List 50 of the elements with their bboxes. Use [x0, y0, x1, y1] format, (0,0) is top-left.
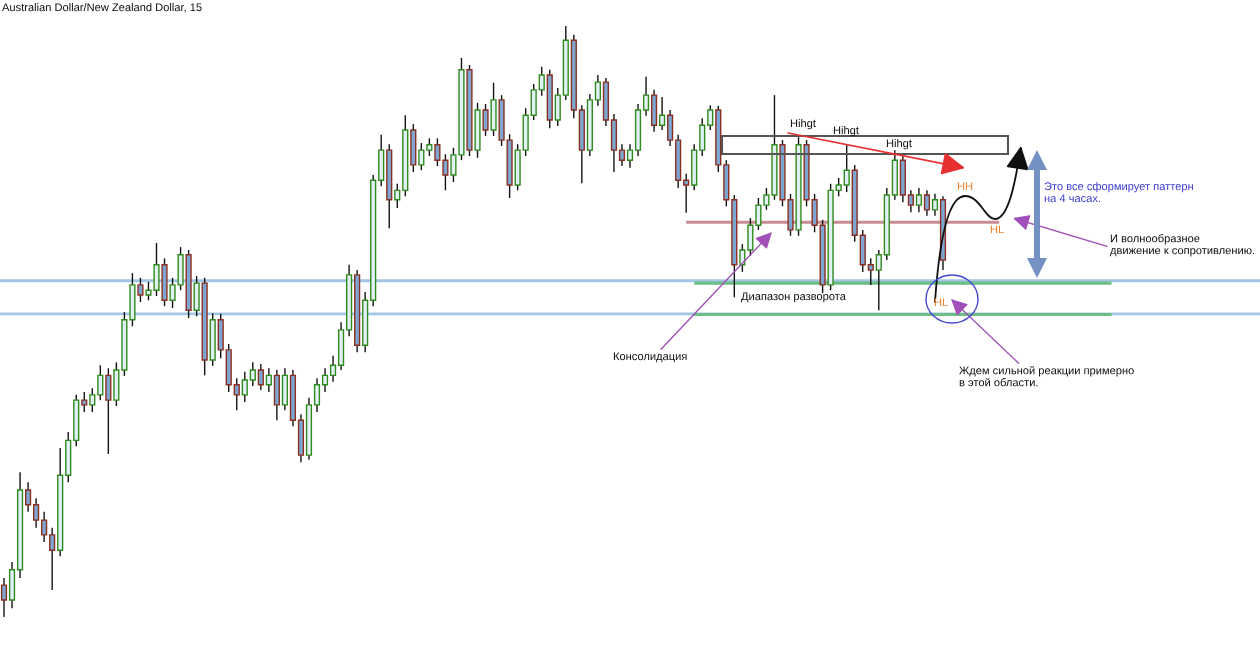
candlestick — [89, 387, 96, 413]
candlestick — [321, 367, 329, 393]
candlestick — [249, 361, 256, 387]
candlestick — [907, 189, 914, 213]
annotation: Ждем сильной реакции примерно в этой области. — [959, 366, 1134, 387]
candlestick — [707, 104, 714, 131]
annotation: Hihgt — [833, 126, 859, 137]
candlestick — [482, 103, 489, 137]
annotation: HL — [990, 225, 1004, 234]
candlestick — [313, 377, 321, 413]
candlestick — [915, 187, 923, 213]
candlestick — [81, 391, 88, 413]
candlestick — [418, 142, 425, 171]
candlestick — [875, 249, 882, 312]
candlestick — [241, 371, 248, 403]
chart-title: Australian Dollar/New Zealand Dollar, 15 — [2, 3, 202, 13]
candlestick — [931, 193, 939, 217]
candlestick — [394, 183, 401, 209]
candlestick — [442, 153, 449, 192]
candlestick — [233, 377, 240, 411]
candlestick — [24, 481, 32, 513]
candlestick — [618, 143, 626, 167]
candlestick — [843, 144, 850, 193]
candlestick — [835, 177, 842, 197]
candlestick — [626, 143, 634, 169]
candlestick — [683, 173, 690, 214]
candlestick — [257, 363, 264, 391]
annotation: HH — [957, 182, 973, 191]
annotation: Hihgt — [790, 119, 816, 130]
candlestick — [137, 277, 144, 303]
annotation: HL — [934, 298, 948, 307]
candlestick — [33, 497, 40, 529]
candlestick — [642, 76, 650, 117]
candlestick — [41, 511, 48, 543]
candlestick — [434, 137, 441, 167]
annotation: Консолидация — [613, 352, 687, 363]
candlestick — [923, 189, 931, 217]
candlestick — [97, 364, 104, 401]
candlestick — [594, 74, 602, 107]
annotation: Hihgt — [886, 139, 912, 150]
annotation: И волнообразное движение к сопротивлению. — [1110, 234, 1255, 257]
annotation: Диапазон разворота — [741, 292, 846, 303]
candlestick — [49, 527, 56, 591]
candlestick — [658, 96, 666, 131]
candlestick — [867, 257, 874, 286]
candlestick — [538, 66, 545, 97]
annotation: Это все сформирует паттерн на 4 часах. — [1044, 182, 1193, 203]
candlestick — [265, 367, 272, 393]
candlestick — [329, 355, 337, 383]
candlestick — [0, 577, 8, 618]
